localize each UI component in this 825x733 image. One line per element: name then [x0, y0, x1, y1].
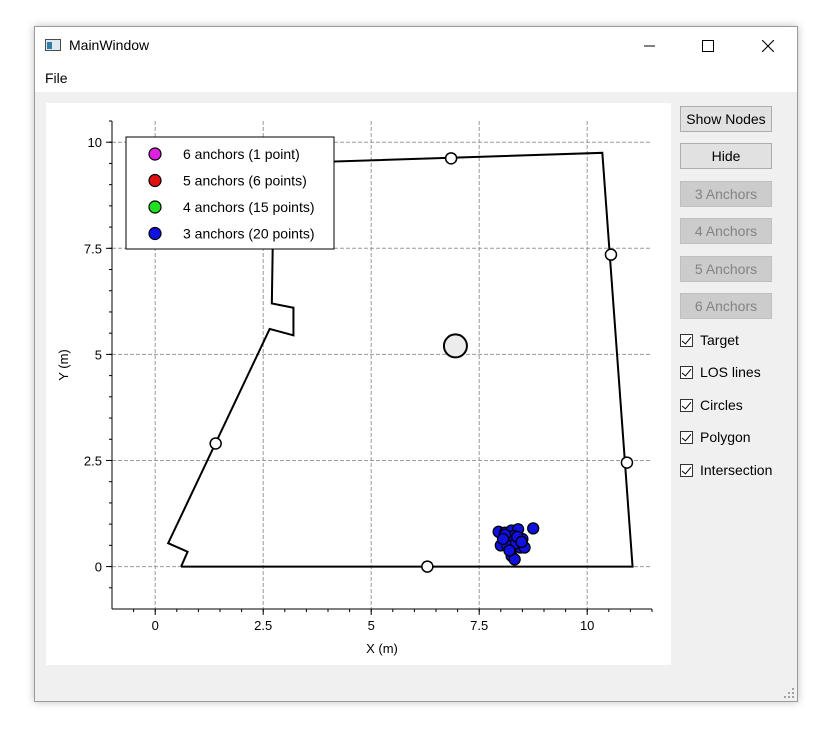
- target-checkbox[interactable]: Target: [680, 330, 739, 350]
- x-tick-label: 2.5: [254, 618, 272, 633]
- anchor-node: [444, 152, 458, 165]
- checkmark-icon[interactable]: [680, 333, 693, 347]
- app-window-icon: [45, 39, 61, 51]
- minimize-icon: [644, 45, 655, 46]
- show-nodes-button[interactable]: Show Nodes: [680, 106, 772, 132]
- x-tick-label: 10: [580, 618, 594, 633]
- legend-entry: 3 anchors (20 points): [183, 226, 315, 242]
- legend-entry: 4 anchors (15 points): [183, 199, 315, 215]
- checkmark-icon[interactable]: [680, 365, 693, 379]
- 5-anchors-button[interactable]: 5 Anchors: [680, 256, 772, 282]
- y-tick-label: 10: [88, 135, 102, 150]
- legend-marker: [148, 226, 162, 241]
- hide-button[interactable]: Hide: [680, 143, 772, 169]
- anchor-node: [620, 456, 634, 469]
- y-axis-label: Y (m): [56, 349, 71, 381]
- los-lines-label: LOS lines: [700, 364, 761, 380]
- close-icon: [762, 39, 774, 52]
- anchor-node: [209, 437, 222, 450]
- checkmark-icon[interactable]: [680, 463, 693, 477]
- 4-anchors-button[interactable]: 4 Anchors: [680, 218, 772, 244]
- menu-bar: File: [35, 64, 797, 92]
- circles-checkbox[interactable]: Circles: [680, 395, 743, 415]
- anchor-node: [604, 248, 618, 261]
- plot-canvas[interactable]: 0 2.5 5 7.5 10 0 2.5 5 7.5 10 X (m) Y (m) 6 anchors …: [46, 103, 671, 665]
- main-window: MainWindow File 0 2.5 5 7.5 10 0 2.5 5 7.5 10 X (m…: [34, 26, 798, 702]
- menu-file[interactable]: File: [45, 70, 68, 86]
- resize-grip-icon[interactable]: [783, 687, 795, 699]
- legend-marker: [148, 173, 162, 188]
- x-tick-label: 5: [368, 618, 375, 633]
- checkmark-icon[interactable]: [680, 398, 693, 412]
- minimize-button[interactable]: [621, 27, 679, 64]
- 6-anchors-button[interactable]: 6 Anchors: [680, 293, 772, 319]
- 3-anchors-button[interactable]: 3 Anchors: [680, 181, 772, 207]
- intersection-checkbox[interactable]: Intersection: [680, 460, 772, 480]
- title-bar[interactable]: MainWindow: [35, 27, 797, 64]
- window-title: MainWindow: [69, 37, 150, 53]
- estimate-point: [508, 553, 521, 566]
- legend-entry: 5 anchors (6 points): [183, 173, 307, 189]
- maximize-icon: [702, 39, 714, 52]
- anchor-node: [421, 560, 434, 573]
- estimate-point: [515, 535, 528, 549]
- y-tick-label: 2.5: [84, 453, 102, 468]
- x-tick-label: 0: [152, 618, 159, 633]
- close-button[interactable]: [739, 27, 797, 64]
- target-marker: [442, 333, 468, 359]
- checkmark-icon[interactable]: [680, 430, 693, 444]
- legend-marker: [148, 200, 162, 214]
- legend-entry: 6 anchors (1 point): [183, 146, 300, 162]
- y-tick-label: 0: [95, 560, 102, 575]
- y-tick-label: 7.5: [84, 241, 102, 256]
- x-tick-label: 7.5: [470, 618, 488, 633]
- estimate-point: [503, 544, 516, 557]
- estimate-point: [496, 532, 510, 546]
- legend-marker: [148, 147, 162, 161]
- estimate-point: [527, 522, 540, 535]
- maximize-button[interactable]: [679, 27, 737, 64]
- intersection-label: Intersection: [700, 462, 773, 478]
- y-tick-label: 5: [95, 347, 102, 362]
- circles-label: Circles: [700, 397, 743, 413]
- plot-area[interactable]: 0 2.5 5 7.5 10 0 2.5 5 7.5 10 X (m) Y (m) 6 anchors …: [46, 103, 671, 665]
- room-polygon: [166, 151, 634, 568]
- target-label: Target: [700, 332, 739, 348]
- polygon-checkbox[interactable]: Polygon: [680, 427, 751, 447]
- x-axis-label: X (m): [366, 641, 398, 656]
- polygon-label: Polygon: [700, 429, 751, 445]
- los-lines-checkbox[interactable]: LOS lines: [680, 362, 761, 382]
